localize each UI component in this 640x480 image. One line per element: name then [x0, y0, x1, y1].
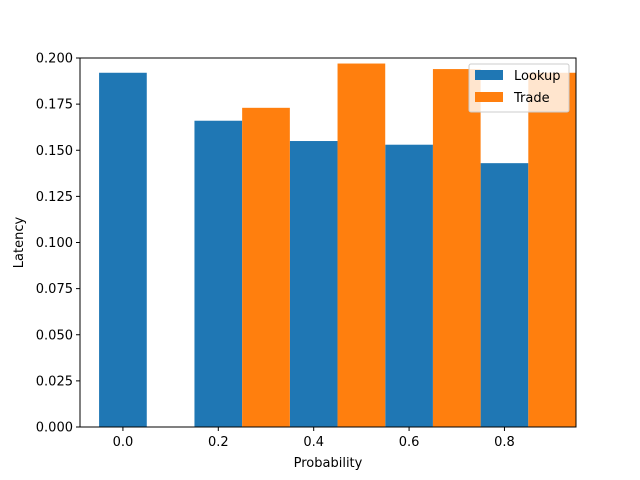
bar-trade-0.2	[242, 107, 290, 427]
x-tick-label: 0.6	[399, 435, 420, 450]
y-tick-label: 0.050	[36, 328, 73, 343]
legend-label-trade: Trade	[513, 91, 550, 106]
bar-lookup-0.8	[480, 163, 529, 428]
bar-trade-0.6	[432, 69, 481, 427]
bar-trade-0.4	[337, 63, 386, 427]
y-tick-label: 0.175	[36, 98, 73, 113]
x-tick-label: 0.2	[208, 435, 229, 450]
x-axis-ticks: 0.0 0.2 0.4 0.6 0.8	[113, 427, 515, 450]
y-tick-label: 0.125	[36, 190, 73, 205]
x-tick-label: 0.0	[113, 435, 134, 450]
legend-label-lookup: Lookup	[514, 69, 561, 84]
y-tick-label: 0.000	[36, 421, 73, 436]
x-tick-label: 0.4	[303, 435, 324, 450]
legend-swatch-lookup	[475, 70, 503, 80]
y-axis-label: Latency	[12, 217, 27, 269]
bar-lookup-0.6	[385, 144, 433, 427]
bar-trade-0.8	[528, 72, 576, 427]
legend-swatch-trade	[475, 92, 503, 102]
x-tick-label: 0.8	[494, 435, 515, 450]
bar-lookup-0.0	[99, 72, 147, 427]
bars-group	[99, 63, 576, 428]
y-axis-ticks: 0.000 0.025 0.050 0.075 0.100 0.125 0.150 0.175…	[36, 52, 80, 436]
y-tick-label: 0.075	[36, 282, 73, 297]
bar-lookup-0.4	[289, 141, 338, 427]
legend: Lookup Trade	[468, 63, 570, 113]
bar-lookup-0.2	[194, 120, 243, 427]
y-tick-label: 0.025	[36, 374, 73, 389]
y-tick-label: 0.200	[36, 52, 73, 67]
y-tick-label: 0.150	[36, 144, 73, 159]
x-axis-label: Probability	[294, 456, 363, 471]
y-tick-label: 0.100	[36, 236, 73, 251]
